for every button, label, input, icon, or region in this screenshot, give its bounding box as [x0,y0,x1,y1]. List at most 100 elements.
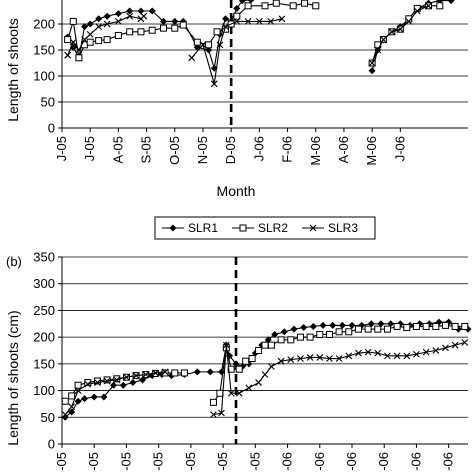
data-point [388,28,396,36]
x-tick-label: -06 [280,452,295,471]
x-tick-label: -05 [247,452,262,471]
x-tick-label: A-06 [336,136,351,163]
data-point [171,17,179,25]
panel-b-label: (b) [6,254,22,269]
data-point [325,330,333,338]
data-point [81,395,89,403]
x-tick-label: -05 [86,452,101,471]
legend-box [154,216,376,240]
data-point [338,321,346,329]
x-tick-label: J-06 [392,136,407,161]
series-slr3 [61,339,469,419]
data-point [81,36,88,43]
data-point [132,372,140,379]
data-point [213,28,221,36]
data-point [110,381,118,389]
series-slr1 [64,0,455,75]
data-point [139,376,147,384]
data-point [413,350,420,358]
x-tick-label: F-06 [280,136,295,163]
data-point [396,25,404,33]
x-tick-label: D-05 [223,136,238,164]
data-point [126,12,134,20]
y-tick-label: 0 [48,437,55,452]
data-point [451,341,459,349]
data-point [61,411,69,419]
data-point [425,2,432,10]
data-point [278,15,286,23]
data-point [216,41,224,49]
legend-item-slr3: SLR3 [302,221,358,235]
series-slr1 [61,318,472,421]
series-line [371,5,429,64]
legend-marker [309,224,317,232]
series-slr2 [64,0,444,67]
data-point [255,379,262,386]
data-point [271,330,279,338]
data-point [244,2,252,10]
data-point [354,325,362,333]
x-tick-label: S-05 [139,136,154,163]
data-point [309,322,317,330]
data-point [84,379,92,387]
data-point [152,369,159,377]
data-point [69,17,77,25]
x-tick-label: A-05 [110,136,125,163]
y-tick-label: 50 [41,95,55,110]
legend: SLR1 SLR2 SLR3 [154,216,376,240]
data-point [238,0,246,5]
data-point [287,356,295,363]
data-point [222,15,230,23]
data-point [335,355,343,362]
data-point [261,341,269,349]
y-tick-label: 50 [41,410,55,425]
data-point [300,324,308,332]
y-tick-label: 150 [33,356,55,371]
data-point [261,2,269,10]
data-point [432,347,440,354]
data-point [380,36,387,43]
panel-a-xlabel: Month [217,183,256,199]
x-tick-label: -06 [312,452,327,471]
x-tick-label: -05 [215,452,230,471]
data-point [235,365,243,373]
data-point [377,320,385,328]
data-point [296,333,304,341]
data-point [374,349,382,357]
data-point [422,348,430,356]
data-point [126,28,134,36]
data-point [242,357,250,365]
data-point [345,328,353,336]
data-point [210,80,218,88]
data-point [374,325,382,333]
data-point [436,0,444,5]
data-point [245,384,253,392]
data-point [255,18,263,25]
data-point [69,38,77,46]
data-point [137,28,145,36]
data-point [368,67,376,75]
data-point [233,18,241,25]
data-point [280,328,288,336]
data-point [306,354,314,361]
panel-b-ylabel: Length of shoots (cm) [5,310,21,445]
data-point [64,36,72,44]
x-tick-label: M-06 [308,136,323,166]
x-tick-label: -05 [183,452,198,471]
data-point [277,357,285,365]
data-point [264,336,272,344]
data-point [368,59,376,67]
data-point [413,7,421,15]
data-point [148,7,156,15]
data-point [74,387,82,394]
legend-label: SLR2 [258,221,288,235]
data-point [68,408,76,416]
data-point [95,15,103,23]
y-tick-label: 100 [33,383,55,398]
legend-item-slr2: SLR2 [232,221,288,235]
data-point [171,369,179,377]
data-point [84,380,92,388]
data-point [103,36,111,44]
data-point [233,4,241,12]
data-point [210,411,217,419]
